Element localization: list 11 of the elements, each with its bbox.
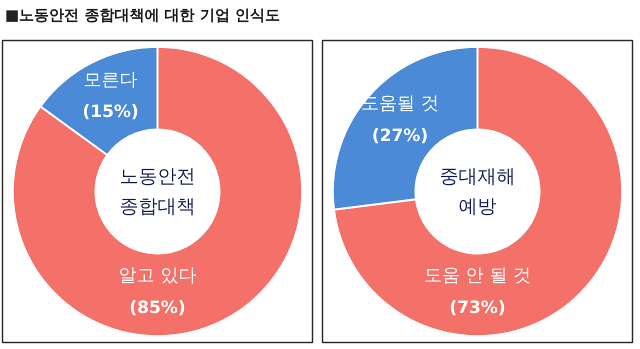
data-label: (73%)	[449, 298, 506, 318]
slice-label: 도움될 것	[361, 93, 439, 114]
slice-label: 모른다	[84, 69, 138, 90]
data-label: (15%)	[82, 102, 139, 122]
text: 중대재해 예방	[440, 166, 516, 218]
data-label: (27%)	[372, 126, 428, 146]
slice-label: 알고 있다	[118, 265, 196, 286]
text: 노동안전 종합대책	[120, 166, 196, 218]
chart-title: ■노동안전 종합대책에 대한 기업 인식도	[5, 5, 280, 26]
data-label: (85%)	[129, 298, 186, 318]
slice-label: 도움 안 될 것	[424, 265, 532, 286]
